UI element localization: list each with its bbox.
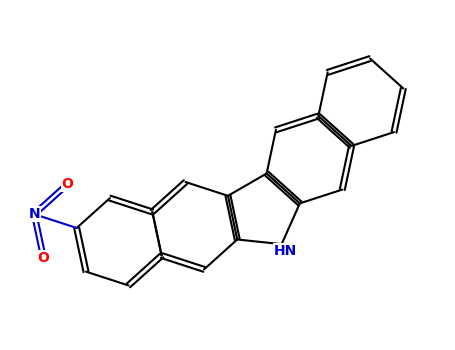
Text: HN: HN bbox=[274, 244, 297, 258]
Text: O: O bbox=[61, 177, 73, 191]
Text: N: N bbox=[28, 207, 40, 221]
Text: O: O bbox=[38, 251, 50, 265]
